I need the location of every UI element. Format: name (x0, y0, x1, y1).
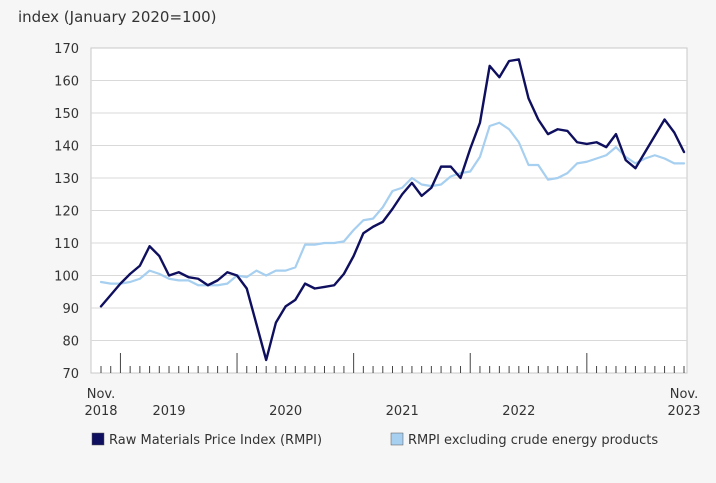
series-line-1 (99, 121, 686, 287)
y-tick-label: 110 (54, 237, 79, 252)
y-tick-label: 100 (54, 270, 79, 285)
grid-lines (91, 80, 687, 341)
y-tick-label: 140 (54, 140, 79, 155)
x-tick-label: Nov. 2018 (84, 387, 117, 419)
x-tick-label: 2022 (502, 404, 535, 419)
x-axis-ticks: Nov. 2018 2019 2020 2021 2022 Nov. 2023 (84, 353, 701, 419)
y-tick-label: 120 (54, 205, 79, 220)
legend-swatch (390, 432, 404, 446)
x-tick-label: 2021 (386, 404, 419, 419)
y-tick-label: 150 (54, 107, 79, 122)
x-tick-label: Nov. 2023 (667, 387, 700, 419)
legend: Raw Materials Price Index (RMPI) RMPI exc… (91, 432, 658, 448)
legend-label: Raw Materials Price Index (RMPI) (109, 433, 322, 448)
series-line-0 (99, 58, 686, 362)
legend-label: RMPI excluding crude energy products (408, 433, 658, 448)
y-tick-label: 130 (54, 172, 79, 187)
y-tick-label: 170 (54, 42, 79, 57)
x-tick-label: 2020 (269, 404, 302, 419)
y-tick-label: 90 (62, 302, 79, 317)
legend-swatch (91, 432, 105, 446)
y-axis-label: index (January 2020=100) (18, 8, 217, 26)
y-tick-label: 70 (62, 367, 79, 382)
series-lines (99, 58, 686, 362)
y-tick-label: 80 (62, 335, 79, 350)
x-tick-label: 2019 (152, 404, 185, 419)
y-tick-label: 160 (54, 75, 79, 90)
y-axis-ticks: 70 80 90 100 110 120 130 140 150 160 170 (54, 42, 79, 382)
